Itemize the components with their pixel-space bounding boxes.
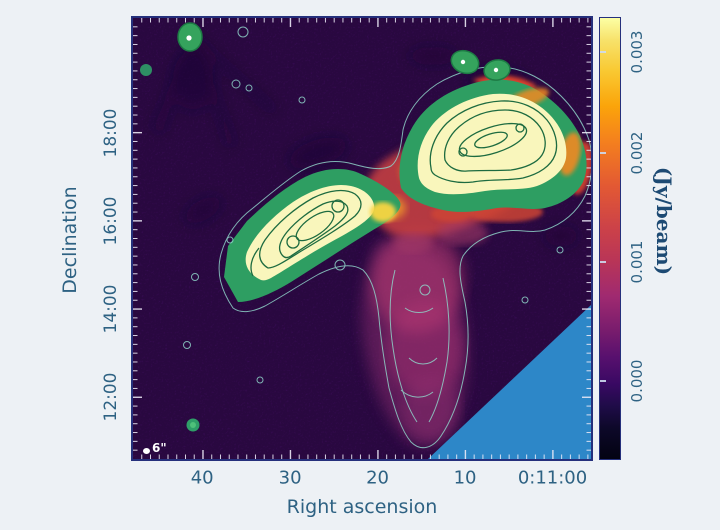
- east-lobe: [224, 168, 401, 302]
- x-tick-label: 40: [190, 467, 214, 489]
- dark-artifacts: [151, 34, 578, 246]
- colorbar-tick-mark: [600, 260, 606, 263]
- thin-contours: [183, 26, 591, 449]
- south-tail: [361, 229, 468, 447]
- sky-map-canvas: [133, 18, 591, 459]
- colorbar: [599, 17, 621, 460]
- colorbar-tick-mark: [600, 50, 606, 53]
- colorbar-tick-label: 0.002: [628, 131, 646, 175]
- colorbar-tick-mark: [600, 379, 606, 382]
- beam-ellipse: [143, 448, 150, 454]
- scalebar-label: 6": [152, 441, 167, 455]
- axis-tick-marks: [133, 18, 591, 459]
- y-tick-label: 18:00: [101, 108, 121, 158]
- sky-map-plot: [131, 16, 593, 461]
- y-tick-label: 12:00: [101, 372, 121, 422]
- x-tick-label: 20: [366, 467, 390, 489]
- y-tick-label: 16:00: [101, 196, 121, 246]
- masked-corner-triangle: [428, 305, 591, 459]
- colorbar-tick-label: 0.003: [628, 30, 646, 74]
- west-lobe: [399, 75, 591, 222]
- y-tick-label: 14:00: [101, 284, 121, 334]
- x-tick-label: 0:11:00: [517, 467, 588, 489]
- colorbar-tick-label: 0.001: [628, 240, 646, 284]
- compact-sources: [140, 22, 511, 432]
- x-axis-title: Right ascension: [286, 496, 438, 518]
- colorbar-tick-mark: [600, 151, 606, 154]
- x-tick-label: 30: [278, 467, 302, 489]
- y-axis-title: Declination: [59, 186, 81, 294]
- x-tick-label: 10: [453, 467, 477, 489]
- colorbar-title: (Jy/beam): [652, 166, 676, 276]
- colorbar-tick-label: 0.000: [628, 359, 646, 403]
